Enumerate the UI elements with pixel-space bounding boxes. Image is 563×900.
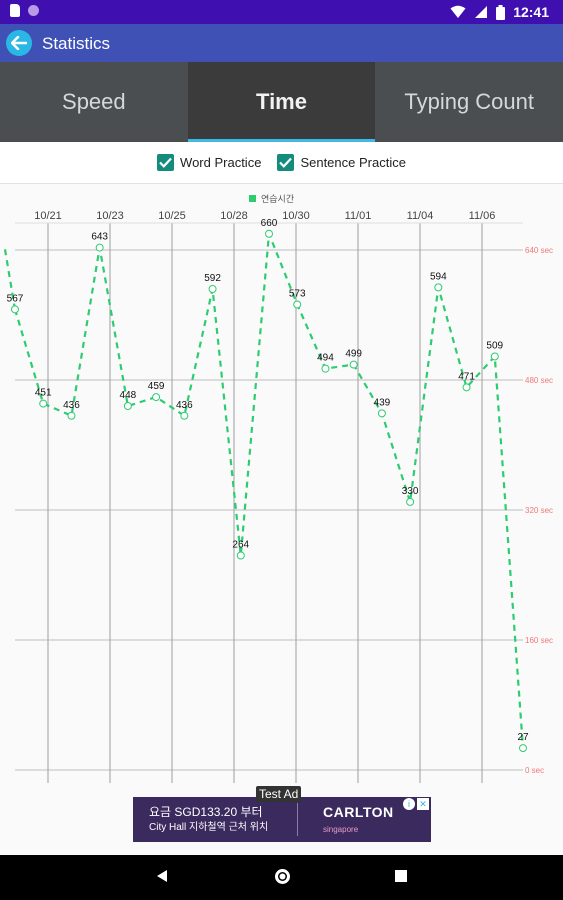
data-label: 436 bbox=[63, 400, 80, 411]
data-point bbox=[377, 409, 386, 418]
nav-bar bbox=[0, 855, 563, 900]
data-label: 27 bbox=[517, 732, 529, 743]
series-line bbox=[13, 233, 525, 749]
filter-bar: Word Practice Sentence Practice bbox=[0, 142, 563, 184]
status-bar: 12:41 bbox=[0, 0, 563, 24]
notification-circle-icon bbox=[28, 5, 39, 16]
x-tick-label: 10/28 bbox=[220, 210, 248, 222]
home-circle-icon[interactable] bbox=[274, 868, 291, 885]
sd-card-icon bbox=[10, 4, 20, 17]
data-label: 509 bbox=[486, 340, 503, 351]
x-tick-label: 10/30 bbox=[282, 210, 310, 222]
data-point bbox=[519, 744, 527, 753]
ad-brand: CARLTON bbox=[323, 804, 394, 820]
ad-divider bbox=[297, 803, 298, 836]
data-point bbox=[236, 551, 245, 560]
sentence-practice-label: Sentence Practice bbox=[300, 155, 406, 170]
data-label: 594 bbox=[430, 271, 447, 282]
data-label: 592 bbox=[204, 273, 221, 284]
y-tick-label: 640 sec bbox=[525, 246, 553, 255]
close-icon[interactable]: ✕ bbox=[417, 798, 429, 810]
y-tick-label: 320 sec bbox=[525, 506, 553, 515]
tab-speed[interactable]: Speed bbox=[0, 62, 188, 142]
page-title: Statistics bbox=[42, 34, 111, 53]
x-tick-label: 10/23 bbox=[96, 210, 124, 222]
battery-icon bbox=[496, 4, 506, 20]
data-label: 471 bbox=[458, 371, 475, 382]
x-tick-label: 10/21 bbox=[34, 210, 62, 222]
data-point bbox=[349, 360, 358, 369]
y-tick-label: 160 sec bbox=[525, 636, 553, 645]
checkbox-checked-icon bbox=[157, 154, 175, 171]
data-point bbox=[406, 497, 415, 506]
data-point bbox=[67, 411, 76, 420]
x-tick-label: 11/06 bbox=[469, 210, 496, 222]
line-chart[interactable]: 연습시간 0 sec 160 sec 320 sec 480 sec 640 sec 10/… bbox=[0, 185, 563, 785]
data-point bbox=[462, 383, 471, 392]
x-tick-label: 11/04 bbox=[407, 210, 434, 222]
data-point bbox=[180, 411, 189, 420]
ad-banner[interactable]: 요금 SGD133.20 부터 City Hall 지하철역 근처 위치 CAR… bbox=[133, 797, 431, 842]
ad-line-1: 요금 SGD133.20 부터 bbox=[149, 805, 263, 819]
checkbox-checked-icon bbox=[277, 154, 295, 171]
x-tick-label: 11/01 bbox=[345, 210, 372, 222]
data-point bbox=[490, 352, 499, 361]
data-point bbox=[123, 402, 132, 410]
data-point bbox=[11, 305, 19, 314]
back-triangle-icon[interactable] bbox=[156, 869, 168, 883]
data-label: 330 bbox=[402, 486, 419, 497]
app-bar: Statistics bbox=[0, 24, 563, 62]
data-point bbox=[321, 364, 330, 373]
data-label: 451 bbox=[35, 388, 52, 399]
info-icon[interactable]: i bbox=[403, 798, 415, 810]
back-button[interactable] bbox=[6, 30, 32, 56]
data-point bbox=[208, 285, 217, 293]
y-tick-label: 0 sec bbox=[525, 766, 544, 775]
data-point bbox=[293, 300, 302, 309]
data-point bbox=[265, 229, 273, 238]
data-label: 643 bbox=[91, 232, 108, 243]
data-label: 567 bbox=[7, 293, 24, 304]
data-point bbox=[39, 399, 48, 408]
x-tick-label: 10/25 bbox=[158, 210, 186, 222]
recents-square-icon[interactable] bbox=[395, 870, 407, 882]
ad-line-2: City Hall 지하철역 근처 위치 bbox=[149, 822, 269, 833]
word-practice-checkbox[interactable]: Word Practice bbox=[157, 154, 261, 171]
ad-brand-sub: singapore bbox=[323, 825, 359, 834]
back-arrow-icon bbox=[11, 36, 27, 50]
data-label: 436 bbox=[176, 400, 193, 411]
y-tick-label: 480 sec bbox=[525, 376, 553, 385]
data-label: 448 bbox=[120, 390, 137, 401]
signal-icon bbox=[475, 6, 488, 18]
tab-time[interactable]: Time bbox=[187, 62, 376, 142]
tab-bar: Speed Time Typing Count bbox=[0, 62, 563, 142]
time-chart[interactable]: 연습시간 0 sec 160 sec 320 sec 480 sec 640 sec 10/… bbox=[0, 185, 563, 785]
status-time: 12:41 bbox=[513, 4, 549, 20]
data-label: 499 bbox=[345, 349, 362, 360]
data-label: 494 bbox=[317, 353, 334, 364]
data-label: 573 bbox=[289, 288, 306, 299]
legend-swatch bbox=[249, 195, 256, 202]
data-label: 439 bbox=[374, 397, 391, 408]
tab-typing-count[interactable]: Typing Count bbox=[375, 62, 563, 142]
data-point bbox=[95, 243, 104, 252]
test-ad-badge: Test Ad bbox=[256, 786, 302, 802]
word-practice-label: Word Practice bbox=[180, 155, 262, 170]
data-label: 660 bbox=[261, 218, 278, 229]
sentence-practice-checkbox[interactable]: Sentence Practice bbox=[277, 154, 406, 171]
data-point bbox=[434, 283, 443, 292]
data-point bbox=[152, 393, 161, 402]
wifi-icon bbox=[450, 5, 466, 18]
data-label: 459 bbox=[148, 381, 165, 392]
data-label: 264 bbox=[232, 540, 249, 551]
legend-label: 연습시간 bbox=[261, 194, 294, 204]
